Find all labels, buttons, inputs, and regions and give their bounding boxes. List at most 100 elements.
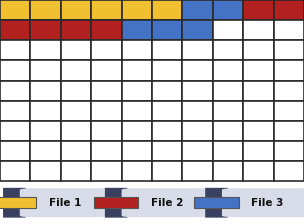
Bar [30,40,61,60]
Bar [213,161,243,181]
Bar [30,20,61,40]
Bar [213,0,243,20]
Bar [274,40,304,60]
Bar [213,20,243,40]
Bar [122,60,152,81]
Bar [30,81,61,101]
Bar [91,141,122,161]
Bar [274,81,304,101]
Bar [30,60,61,81]
Bar [243,60,274,81]
Bar [243,81,274,101]
Bar [213,81,243,101]
Bar [243,20,274,40]
Bar [194,197,239,208]
Bar [122,141,152,161]
Bar [0,81,30,101]
Bar [243,141,274,161]
Bar [182,81,213,101]
Bar [91,20,122,40]
Bar [94,197,138,208]
Bar [122,81,152,101]
Bar [243,121,274,141]
Bar [152,101,182,121]
Bar [0,161,30,181]
Bar [61,81,91,101]
Bar [30,141,61,161]
Bar [30,101,61,121]
Bar [91,0,122,20]
Bar [274,101,304,121]
Text: File 3: File 3 [251,198,284,208]
Bar [91,121,122,141]
Bar [152,60,182,81]
FancyBboxPatch shape [222,188,304,217]
Bar [91,161,122,181]
Bar [91,81,122,101]
Bar [182,161,213,181]
Text: File 2: File 2 [151,198,183,208]
Bar [274,60,304,81]
Bar [0,0,30,20]
Bar [213,60,243,81]
Text: File 1: File 1 [49,198,81,208]
Bar [274,161,304,181]
Bar [152,81,182,101]
Bar [0,40,30,60]
Bar [213,101,243,121]
Bar [0,141,30,161]
Polygon shape [3,188,30,218]
Polygon shape [105,188,132,218]
Bar [61,121,91,141]
Bar [182,141,213,161]
Bar [182,101,213,121]
Bar [182,60,213,81]
Bar [243,0,274,20]
Bar [213,40,243,60]
Bar [61,20,91,40]
Bar [0,121,30,141]
Bar [61,141,91,161]
Bar [152,161,182,181]
Bar [0,197,36,208]
Bar [182,40,213,60]
Bar [274,121,304,141]
Bar [152,40,182,60]
Bar [0,20,30,40]
Bar [61,161,91,181]
Bar [122,20,152,40]
Bar [243,40,274,60]
FancyBboxPatch shape [122,188,213,217]
Bar [213,121,243,141]
Bar [91,40,122,60]
Bar [122,40,152,60]
Bar [274,0,304,20]
Bar [0,60,30,81]
Bar [91,101,122,121]
Bar [0,101,30,121]
Bar [274,20,304,40]
Bar [182,121,213,141]
Bar [182,0,213,20]
Bar [122,101,152,121]
Bar [213,141,243,161]
Bar [122,161,152,181]
Bar [61,40,91,60]
Bar [182,20,213,40]
Bar [243,161,274,181]
Bar [152,121,182,141]
Bar [91,60,122,81]
Bar [122,0,152,20]
Bar [61,101,91,121]
Bar [122,121,152,141]
Bar [152,0,182,20]
Bar [61,60,91,81]
Bar [30,121,61,141]
Polygon shape [205,188,233,218]
Bar [30,0,61,20]
Bar [274,141,304,161]
Bar [30,161,61,181]
Bar [61,0,91,20]
Bar [152,20,182,40]
Bar [243,101,274,121]
